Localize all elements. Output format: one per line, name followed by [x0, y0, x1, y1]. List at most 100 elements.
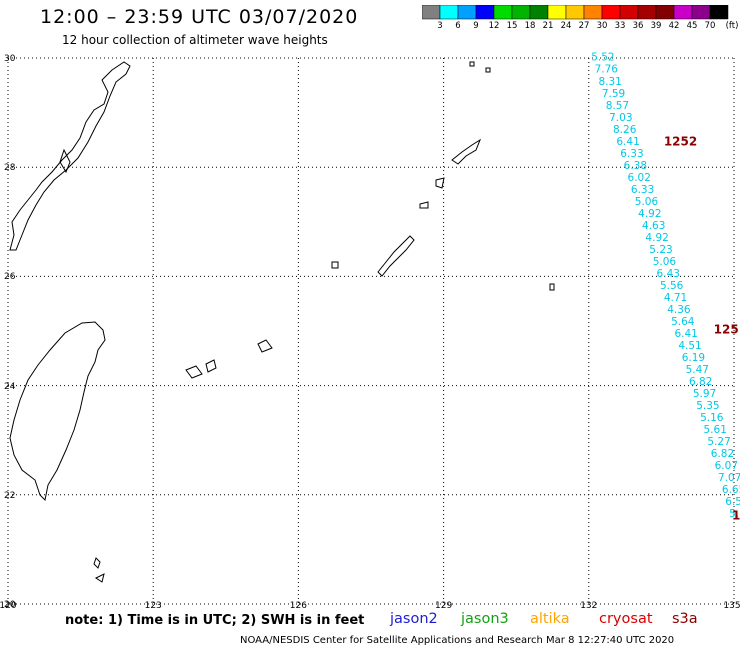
okinawa-island — [377, 235, 415, 277]
satellite-legend-item: s3a — [672, 611, 698, 627]
longitude-label: 123 — [144, 601, 162, 611]
swh-value: 5.06 — [653, 256, 677, 268]
latitude-label: 20 — [4, 600, 16, 610]
izu-islets — [469, 61, 491, 73]
color-scale-label: 33 — [614, 21, 626, 31]
swh-value: 8.26 — [613, 124, 637, 136]
okinoerabujima — [419, 201, 429, 209]
satellite-legend-item: jason3 — [461, 611, 509, 627]
satellite-legend-item: jason2 — [390, 611, 438, 627]
graticule — [7, 57, 735, 605]
batanes-islands — [93, 557, 105, 583]
swh-value: 8.31 — [598, 76, 621, 88]
kyushu-coastline — [9, 61, 131, 251]
altimeter-track: 5.527.768.317.598.577.038.266.416.336.38… — [591, 52, 740, 520]
color-scale-label: 9 — [473, 21, 479, 31]
swh-value: 5.97 — [693, 388, 716, 400]
swh-value: 6.65 — [722, 484, 740, 496]
amami-oshima — [451, 138, 482, 165]
tokunoshima — [435, 177, 445, 189]
ishigaki-island — [185, 365, 203, 379]
swh-value: 7.07 — [718, 472, 740, 484]
longitude-label: 120 — [0, 601, 17, 611]
satellite-legend-item: cryosat — [599, 611, 653, 627]
page-title: 12:00 – 23:59 UTC 03/07/2020 — [40, 6, 359, 28]
swh-value: 6.19 — [682, 352, 705, 364]
swh-value: 5.52 — [591, 52, 614, 64]
color-scale-label: 18 — [524, 21, 536, 31]
color-scale-label: 36 — [632, 21, 644, 31]
latitude-label: 22 — [4, 490, 16, 501]
swh-value: 6.82 — [689, 376, 712, 388]
swh-value: 4.92 — [638, 208, 661, 220]
swh-value: 7.59 — [602, 88, 625, 100]
swh-value: 4.51 — [678, 340, 701, 352]
color-scale-label: 3 — [437, 21, 443, 31]
color-scale-label: 21 — [542, 21, 554, 31]
color-scale-label: 27 — [578, 21, 590, 31]
latitude-label: 26 — [4, 272, 16, 283]
color-scale-bar — [422, 5, 729, 20]
swh-value: 6.43 — [657, 268, 680, 280]
taiwan-coastline — [9, 321, 106, 502]
kume-island — [331, 261, 339, 269]
swh-value: 5.27 — [707, 436, 730, 448]
color-scale-labels: 3 6 9 12 15 18 21 24 27 30 33 36 39 42 45 70 (ft) — [422, 21, 740, 35]
satellite-legend-item: altika — [530, 611, 570, 627]
swh-value: 5.23 — [649, 244, 672, 256]
swh-value: 5.64 — [671, 316, 695, 328]
miyako-island — [257, 339, 273, 353]
color-scale-label: 15 — [506, 21, 518, 31]
swh-value: 5.54 — [729, 508, 740, 520]
color-scale-label: 6 — [455, 21, 461, 31]
daito-islands — [549, 283, 555, 291]
longitude-label: 132 — [580, 601, 598, 611]
swh-value: 6.33 — [631, 184, 654, 196]
swh-value: 4.63 — [642, 220, 665, 232]
swh-value: 8.57 — [606, 100, 629, 112]
swh-value: 6.82 — [711, 448, 734, 460]
swh-value: 7.76 — [595, 64, 619, 76]
latitude-label: 30 — [4, 54, 16, 64]
latitude-label: 28 — [4, 163, 16, 174]
color-scale-label: 70 — [704, 21, 716, 31]
color-scale-label: 12 — [488, 21, 500, 31]
page-subtitle: 12 hour collection of altimeter wave hei… — [62, 33, 328, 47]
tanegashima — [59, 148, 71, 174]
swh-value: 5.06 — [635, 196, 659, 208]
swh-value: 7.03 — [609, 112, 632, 124]
swh-value: 5.61 — [704, 424, 727, 436]
longitude-label: 135 — [723, 601, 740, 611]
swh-value: 4.71 — [664, 292, 687, 304]
pass-number: 1252 — [664, 134, 697, 148]
color-scale-label: 42 — [668, 21, 680, 31]
swh-value: 6.57 — [725, 496, 740, 508]
pass-number: 1 — [732, 508, 740, 522]
swh-value: 6.02 — [628, 172, 651, 184]
swh-value: 5.56 — [660, 280, 684, 292]
swh-value: 5.35 — [696, 400, 719, 412]
longitude-label: 126 — [289, 601, 307, 611]
color-scale-unit: (ft) — [725, 21, 739, 31]
swh-value: 4.92 — [645, 232, 668, 244]
swh-value: 6.33 — [620, 148, 643, 160]
color-scale-label: 39 — [650, 21, 662, 31]
color-swatch — [709, 5, 729, 20]
swh-value: 4.36 — [667, 304, 691, 316]
swh-value: 5.16 — [700, 412, 724, 424]
footer-credit: NOAA/NESDIS Center for Satellite Applica… — [240, 635, 675, 646]
footer-note: note: 1) Time is in UTC; 2) SWH is in fe… — [65, 613, 365, 628]
swh-value: 6.41 — [674, 328, 697, 340]
longitude-label: 129 — [435, 601, 453, 611]
iriomote-island — [205, 359, 217, 373]
color-scale-label: 30 — [596, 21, 608, 31]
swh-value: 6.07 — [715, 460, 738, 472]
swh-value: 6.38 — [624, 160, 647, 172]
latitude-label: 24 — [4, 381, 16, 392]
swh-value: 6.41 — [616, 136, 639, 148]
color-scale-label: 24 — [560, 21, 572, 31]
coastlines — [9, 61, 555, 583]
